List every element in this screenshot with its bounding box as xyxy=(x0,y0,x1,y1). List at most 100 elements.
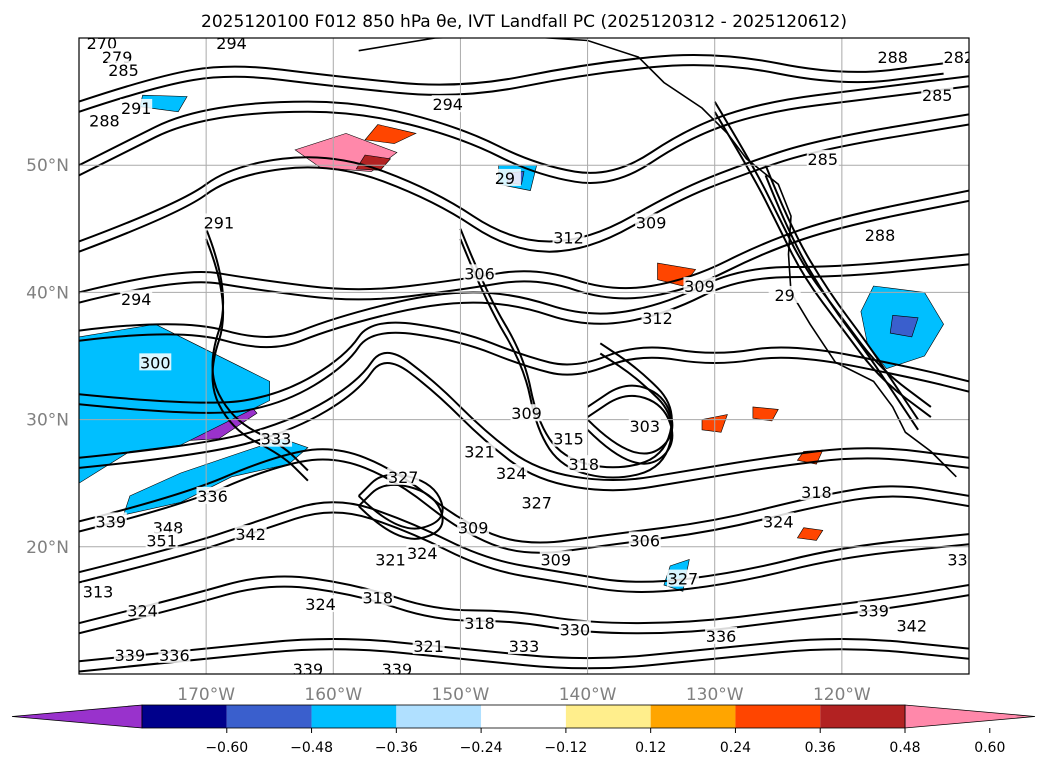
colorbar-outline xyxy=(141,704,906,729)
contour-label-bg-50 xyxy=(113,645,146,663)
contour-label-12: 312 xyxy=(553,229,584,248)
contour-label-26: 342 xyxy=(235,525,266,544)
colorbar-tick-label-2: −0.36 xyxy=(375,740,418,756)
contour-label-bg-18 xyxy=(567,455,600,473)
contour-label-42: 330 xyxy=(560,620,591,639)
contour-label-6: 294 xyxy=(432,95,463,114)
contour-label-49: 313 xyxy=(83,582,114,601)
colorbar-tick-label-1: −0.48 xyxy=(290,740,333,756)
contour-label-bg-6 xyxy=(431,95,464,113)
map-area: 2702792852942912882942929129430630931230… xyxy=(78,37,978,679)
colorbar-tick-label-9: 0.60 xyxy=(974,740,1005,756)
contour-label-2: 285 xyxy=(108,61,139,80)
contour-label-21: 324 xyxy=(496,464,527,483)
contour-label-bg-55 xyxy=(921,86,954,104)
contour-label-bg-37 xyxy=(666,569,699,587)
contour-label-bg-4 xyxy=(120,98,153,116)
contour-label-bg-34 xyxy=(628,531,661,549)
contour-label-bg-52 xyxy=(291,659,324,674)
contour-label-45: 321 xyxy=(413,637,444,656)
contour-label-30: 309 xyxy=(458,519,489,538)
contour-line-2 xyxy=(79,253,969,338)
contour-line-103 xyxy=(79,331,969,414)
contour-label-33: 324 xyxy=(407,544,438,563)
contour-label-9: 294 xyxy=(121,290,152,309)
colorbar-tick-label-5: 0.12 xyxy=(635,740,666,756)
contour-label-bg-10 xyxy=(463,264,496,282)
contour-label-bg-14 xyxy=(641,308,674,326)
colorbar-bin-6 xyxy=(650,705,736,728)
contour-label-bg-7 xyxy=(488,168,521,186)
contour-label-bg-46 xyxy=(304,595,337,613)
contour-line-116 xyxy=(713,111,932,418)
contour-line-112 xyxy=(459,238,673,479)
contour-label-28: 351 xyxy=(146,531,177,550)
contour-label-18: 318 xyxy=(568,455,599,474)
colorbar-tick-label-8: 0.48 xyxy=(889,740,920,756)
contour-label-bg-20 xyxy=(463,442,496,460)
contour-label-bg-38 xyxy=(946,550,969,568)
contour-label-bg-42 xyxy=(558,620,591,638)
contour-label-bg-48 xyxy=(126,601,159,619)
contour-label-32: 321 xyxy=(375,551,406,570)
contour-label-39: 339 xyxy=(858,601,889,620)
contour-label-bg-21 xyxy=(495,464,528,482)
contour-label-25: 339 xyxy=(96,512,127,531)
contour-label-46: 324 xyxy=(305,595,336,614)
contour-label-bg-5 xyxy=(88,111,121,129)
contour-label-4: 291 xyxy=(121,99,152,118)
contour-label-bg-26 xyxy=(234,525,267,543)
contour-label-52: 339 xyxy=(293,660,324,679)
shaded-region-8 xyxy=(889,314,919,338)
contour-label-37: 327 xyxy=(668,570,699,589)
contour-label-14: 312 xyxy=(642,309,673,328)
contour-label-23: 333 xyxy=(261,430,292,449)
contour-label-54: 282 xyxy=(944,48,975,67)
colorbar-bin-5 xyxy=(565,705,651,728)
y-tick-label-3: 50°N xyxy=(26,156,69,176)
contour-label-43: 333 xyxy=(509,637,540,656)
contour-label-bg-33 xyxy=(406,544,439,562)
colorbar-bin-1 xyxy=(226,705,312,728)
contour-line-10 xyxy=(79,75,969,174)
contour-label-bg-51 xyxy=(158,645,191,663)
contour-label-13: 309 xyxy=(684,277,715,296)
contour-label-bg-23 xyxy=(260,429,293,447)
contour-label-bg-45 xyxy=(412,637,445,655)
contour-label-8: 291 xyxy=(204,213,235,232)
contour-line-101 xyxy=(79,199,969,304)
contour-line-1 xyxy=(79,189,969,294)
contour-label-bg-39 xyxy=(857,601,890,619)
contour-line-110 xyxy=(79,85,969,184)
contour-label-36: 324 xyxy=(763,512,794,531)
contour-line-0 xyxy=(79,113,969,243)
y-tick-label-1: 30°N xyxy=(26,411,69,431)
coastline xyxy=(358,38,957,478)
contour-label-19: 303 xyxy=(630,417,661,436)
shaded-region-2 xyxy=(364,124,417,144)
contour-line-8 xyxy=(79,638,969,663)
contour-label-bg-56 xyxy=(876,48,909,66)
x-tick-label-0: 170°W xyxy=(177,685,235,705)
contour-line-111 xyxy=(205,238,309,482)
contour-label-51: 336 xyxy=(159,646,190,665)
contour-label-38: 330 xyxy=(947,551,978,570)
contour-label-bg-47 xyxy=(361,588,394,606)
y-tick-label-0: 20°N xyxy=(26,538,69,558)
contour-label-bg-19 xyxy=(628,416,661,434)
contour-label-57: 288 xyxy=(865,226,896,245)
contour-label-bg-9 xyxy=(120,289,153,307)
contour-label-20: 321 xyxy=(464,442,495,461)
contour-label-5: 288 xyxy=(89,112,120,131)
contour-label-bg-36 xyxy=(762,512,795,530)
map-frame xyxy=(78,37,970,675)
contour-label-bg-43 xyxy=(508,637,540,655)
colorbar-bin-0 xyxy=(142,705,227,728)
contour-label-bg-58 xyxy=(806,149,839,167)
contour-label-34: 306 xyxy=(630,531,661,550)
contour-label-bg-41 xyxy=(705,626,738,644)
contour-label-bg-12 xyxy=(552,228,585,246)
contour-label-bg-13 xyxy=(683,277,716,295)
contour-label-bg-17 xyxy=(552,429,585,447)
contour-label-15: 300 xyxy=(140,353,171,372)
